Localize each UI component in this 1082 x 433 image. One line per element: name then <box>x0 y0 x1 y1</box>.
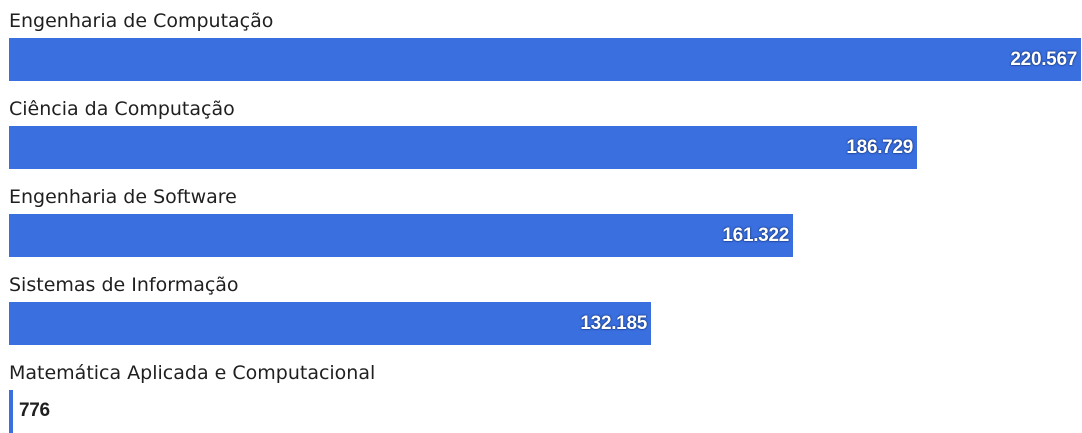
category-label: Matemática Aplicada e Computacional <box>9 362 376 384</box>
category-label: Engenharia de Computação <box>9 10 274 32</box>
bar <box>9 302 651 345</box>
value-label: 776 <box>19 400 50 421</box>
value-label: 186.729 <box>846 137 913 158</box>
bar <box>9 38 1081 81</box>
bar <box>9 126 917 169</box>
value-label: 220.567 <box>1010 49 1077 70</box>
category-label: Sistemas de Informação <box>9 274 239 296</box>
value-label: 132.185 <box>580 313 647 334</box>
bar <box>9 390 13 433</box>
category-label: Ciência da Computação <box>9 98 235 120</box>
category-label: Engenharia de Software <box>9 186 237 208</box>
bar <box>9 214 793 257</box>
value-label: 161.322 <box>722 225 789 246</box>
